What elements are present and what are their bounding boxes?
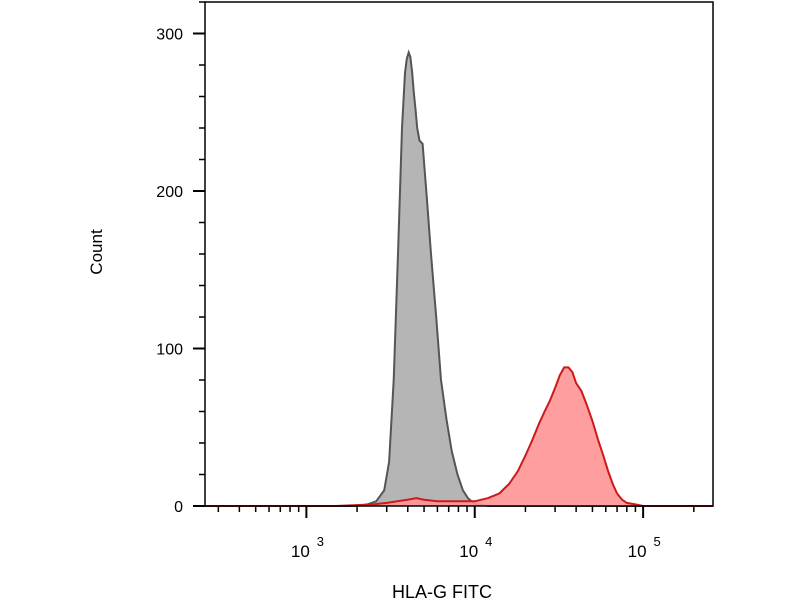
x-tick-label: 10 — [628, 542, 647, 561]
series-2-line — [205, 366, 713, 507]
plot-frame — [204, 1, 714, 507]
x-tick-label: 10 — [291, 542, 310, 561]
x-axis: 10 3 10 4 10 5 — [217, 506, 695, 561]
y-tick-label: 0 — [174, 499, 183, 516]
series-layer — [205, 49, 713, 507]
x-tick-exponent: 4 — [485, 534, 492, 549]
y-axis: 0 100 200 300 — [156, 1, 205, 516]
y-axis-label: Count — [87, 229, 106, 275]
series-2-area — [205, 367, 713, 506]
x-axis-label: HLA-G FITC — [392, 582, 492, 600]
y-tick-label: 100 — [156, 342, 183, 359]
x-tick-exponent: 3 — [317, 534, 324, 549]
series-1-line — [205, 49, 713, 507]
x-tick-label: 10 — [459, 542, 478, 561]
series-1-area — [205, 52, 713, 507]
y-tick-label: 300 — [156, 27, 183, 44]
x-tick-exponent: 5 — [654, 534, 661, 549]
y-tick-label: 200 — [156, 184, 183, 201]
